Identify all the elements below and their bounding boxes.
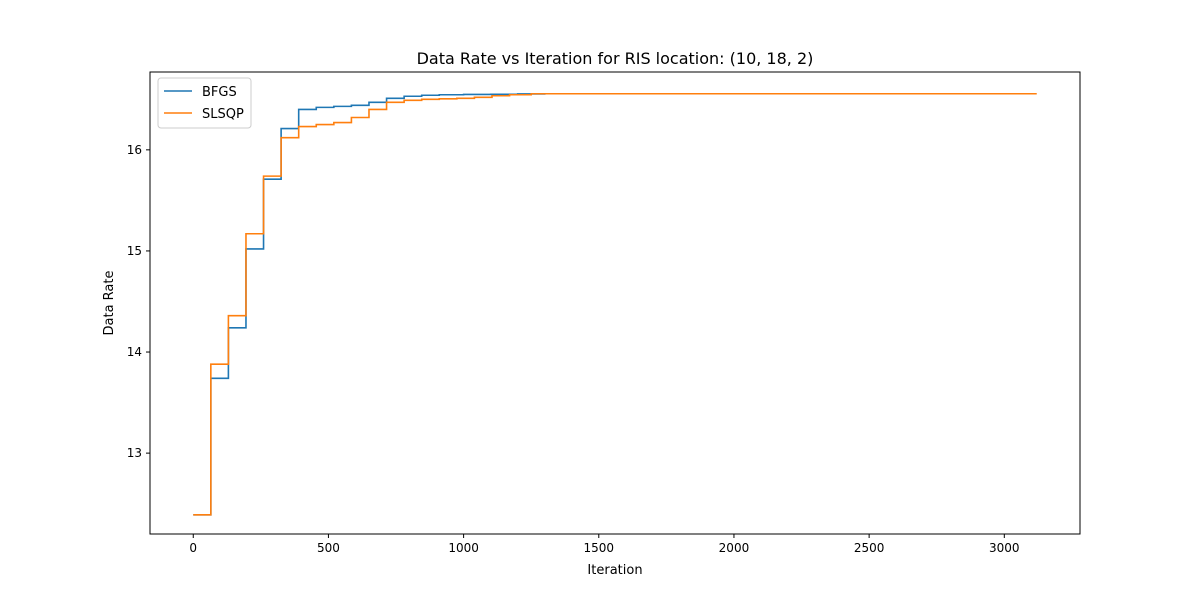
y-tick-label: 16 — [127, 143, 142, 157]
series-group — [193, 92, 1037, 516]
legend: BFGS SLSQP — [157, 77, 252, 129]
series-line-slsqp — [193, 92, 1037, 516]
x-tick-label: 2000 — [719, 541, 750, 555]
series-line-bfgs — [193, 92, 640, 516]
legend-label-slsqp: SLSQP — [202, 107, 244, 122]
chart-title: Data Rate vs Iteration for RIS location:… — [417, 49, 814, 68]
x-tick-label: 2500 — [854, 541, 885, 555]
x-tick-label: 1000 — [448, 541, 479, 555]
y-axis-ticks: 13 14 15 16 — [127, 143, 150, 460]
legend-label-bfgs: BFGS — [202, 85, 237, 100]
x-axis-ticks: 0 500 1000 1500 2000 2500 3000 — [189, 534, 1020, 555]
x-tick-label: 1500 — [584, 541, 615, 555]
x-axis-label: Iteration — [587, 563, 642, 578]
x-tick-label: 0 — [189, 541, 197, 555]
y-tick-label: 13 — [127, 446, 142, 460]
axes-frame — [149, 71, 1081, 535]
y-tick-label: 14 — [127, 345, 142, 359]
y-tick-label: 15 — [127, 244, 142, 258]
x-tick-label: 500 — [317, 541, 340, 555]
x-tick-label: 3000 — [989, 541, 1020, 555]
y-axis-label: Data Rate — [102, 271, 117, 336]
